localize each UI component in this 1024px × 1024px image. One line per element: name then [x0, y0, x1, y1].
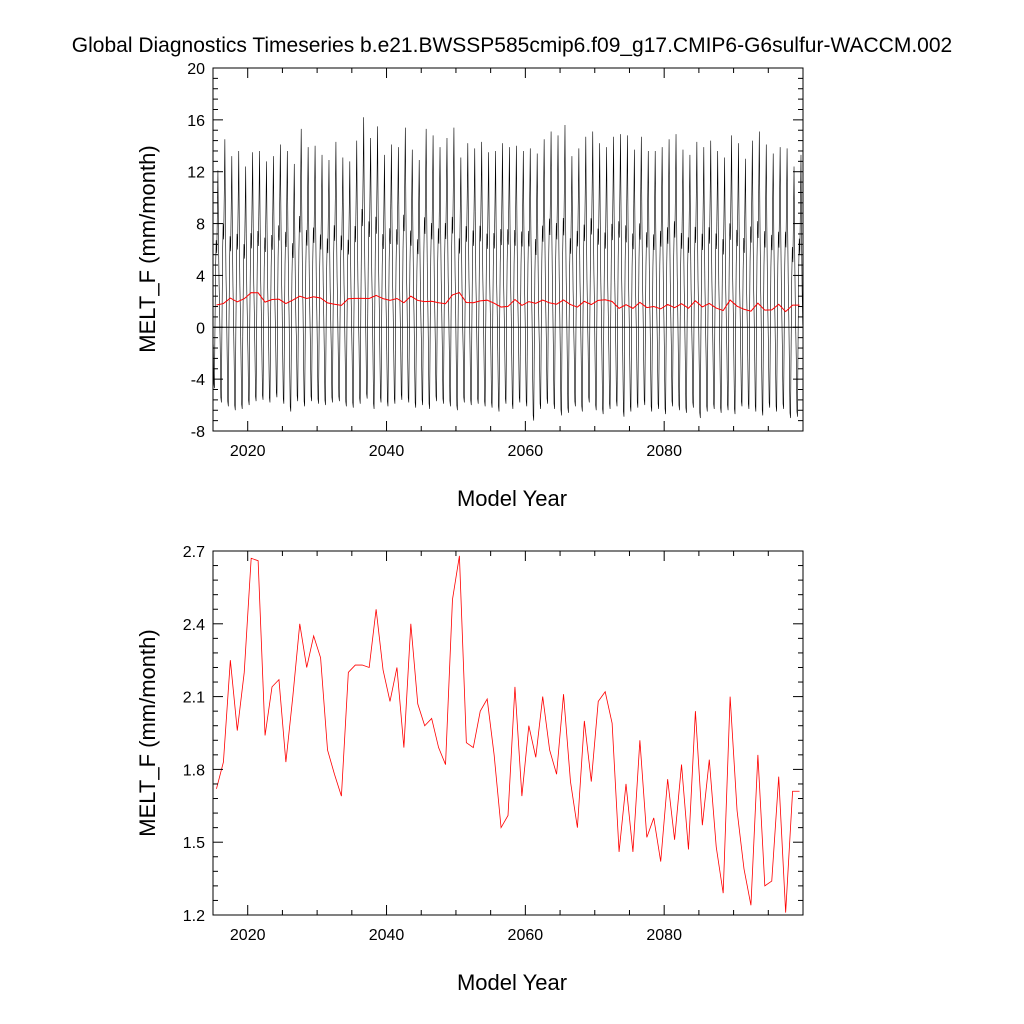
- bottom-x-axis-label: Model Year: [457, 970, 567, 995]
- x-tick-label: 2040: [369, 927, 405, 944]
- x-tick-label: 2020: [230, 927, 266, 944]
- top-x-axis-label: Model Year: [457, 486, 567, 511]
- plot-frame: [212, 550, 804, 916]
- x-tick-label: 2080: [646, 927, 682, 944]
- x-tick-label: 2040: [369, 443, 405, 460]
- bottom-panel-axes: 2020 2040 2060 2080 1.2 1.5 1.8 2.1 2.4 2.7: [183, 544, 804, 944]
- x-tick-label: 2060: [508, 927, 544, 944]
- top-panel: 2020 2040 2060 2080 -8 -4 0 4 8 12 16 20 Model Year…: [135, 61, 804, 511]
- y-tick-label: 20: [187, 61, 205, 78]
- y-tick-label: 2.1: [183, 690, 205, 707]
- y-tick-label: 2.7: [183, 544, 205, 561]
- bottom-panel: 2020 2040 2060 2080 1.2 1.5 1.8 2.1 2.4 2.7 Model…: [135, 544, 804, 995]
- chart-title: Global Diagnostics Timeseries b.e21.BWSS…: [72, 34, 952, 57]
- y-tick-label: 12: [187, 165, 205, 182]
- y-tick-label: -4: [191, 372, 205, 389]
- annual-mean-zoom-line: [216, 555, 800, 913]
- y-tick-label: 1.2: [183, 908, 205, 925]
- x-tick-label: 2020: [230, 443, 266, 460]
- y-tick-label: 8: [196, 217, 205, 234]
- y-tick-label: 1.8: [183, 762, 205, 779]
- x-tick-label: 2060: [508, 443, 544, 460]
- y-tick-label: -8: [191, 424, 205, 441]
- bottom-panel-series: [216, 555, 800, 913]
- annual-mean-line: [216, 291, 800, 313]
- bottom-y-axis-label: MELT_F (mm/month): [135, 629, 160, 836]
- y-tick-label: 1.5: [183, 835, 205, 852]
- y-tick-label: 2.4: [183, 617, 205, 634]
- x-tick-label: 2080: [646, 443, 682, 460]
- top-panel-axes: 2020 2040 2060 2080 -8 -4 0 4 8 12 16 20: [187, 61, 804, 460]
- monthly-series-line: [212, 117, 804, 421]
- plot-frame: [212, 67, 804, 432]
- y-tick-label: 16: [187, 113, 205, 130]
- y-tick-label: 0: [196, 320, 205, 337]
- y-tick-label: 4: [196, 268, 205, 285]
- top-y-axis-label: MELT_F (mm/month): [135, 145, 160, 352]
- top-panel-series: [212, 117, 804, 421]
